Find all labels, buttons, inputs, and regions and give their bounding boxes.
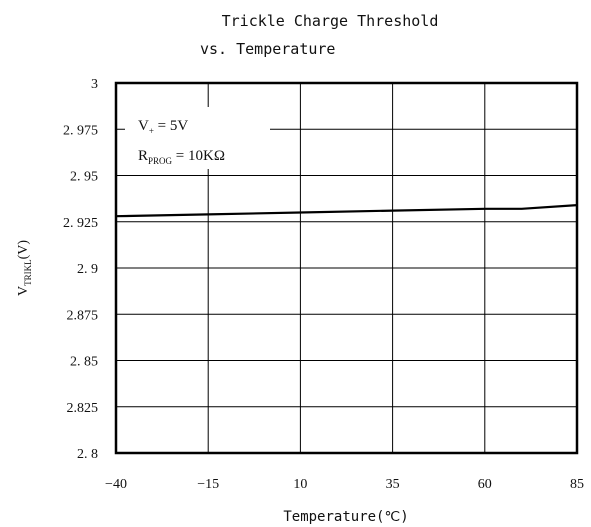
chart-title-line1: Trickle Charge Threshold (222, 12, 439, 30)
series (115, 204, 578, 218)
y-axis-label-symbol: V (16, 286, 31, 296)
tick-labels: −40 −15 10 35 60 85 2. 8 2.825 2. 85 2.875 2. 9 2. … (63, 77, 584, 492)
series-line (115, 204, 578, 218)
y-axis-label: VTRIKL(V) (16, 240, 33, 296)
y-tick-label: 2. 975 (63, 123, 98, 138)
annotation-prog-symbol: R (138, 148, 148, 164)
x-tick-label: −40 (105, 477, 127, 492)
annotation-supply-voltage: V+ = 5V (138, 118, 188, 136)
plot-frame (114, 81, 579, 455)
y-tick-label: 2.875 (67, 308, 99, 323)
annotation-prog-resistor: RPROG = 10KΩ (138, 148, 225, 166)
y-tick-label: 2. 95 (70, 170, 98, 185)
x-axis-label: Temperature(℃) (283, 509, 408, 525)
annotation-background (125, 107, 270, 169)
annotation-prog-subscript: PROG (148, 156, 173, 166)
y-tick-label: 2. 85 (70, 355, 98, 370)
annotation-supply-symbol: V (138, 118, 149, 134)
x-tick-label: 35 (386, 477, 400, 492)
x-tick-label: 10 (293, 477, 307, 492)
annotation-box: V+ = 5V RPROG = 10KΩ (125, 107, 270, 169)
annotation-prog-value: = 10KΩ (172, 148, 225, 164)
x-tick-label: 85 (570, 477, 584, 492)
annotation-supply-subscript: + (149, 126, 154, 136)
y-axis-label-subscript: TRIKL (23, 259, 33, 286)
y-tick-label: 2. 925 (63, 216, 98, 231)
y-tick-label: 3 (91, 77, 98, 92)
y-tick-label: 2. 9 (77, 262, 98, 277)
y-axis-label-unit: (V) (16, 240, 31, 260)
x-tick-label: −15 (197, 477, 219, 492)
y-tick-label: 2.825 (67, 401, 99, 416)
x-tick-label: 60 (478, 477, 492, 492)
annotation-supply-value: = 5V (154, 118, 188, 134)
y-tick-label: 2. 8 (77, 447, 98, 462)
chart-title-line2: vs. Temperature (200, 40, 335, 58)
